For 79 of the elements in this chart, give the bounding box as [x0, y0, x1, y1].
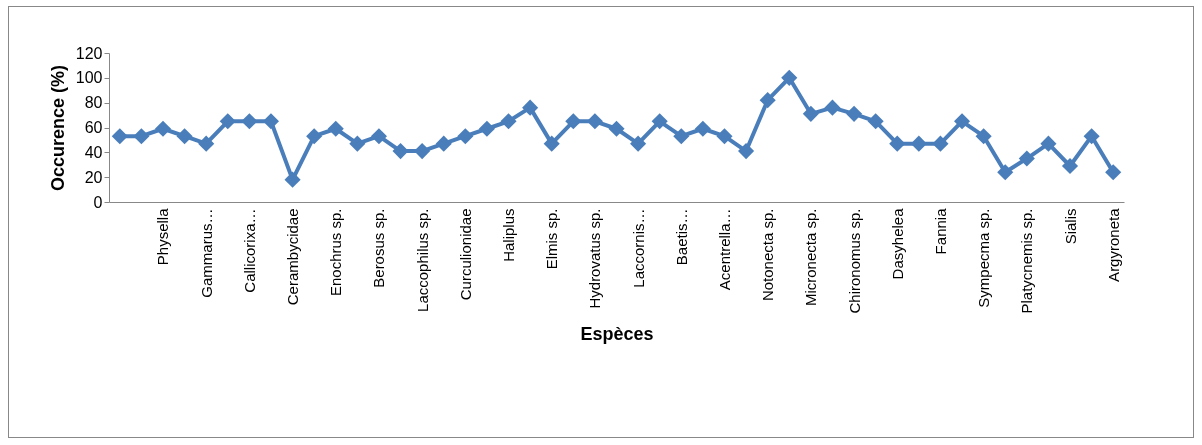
point: [543, 135, 560, 152]
point: [392, 143, 409, 160]
point: [306, 128, 323, 145]
point: [759, 92, 776, 109]
y-tick-label: 20: [84, 168, 103, 186]
point: [845, 105, 863, 122]
point: [694, 120, 711, 137]
point: [1083, 128, 1100, 145]
x-axis-title: Espèces: [580, 323, 654, 344]
point: [673, 128, 690, 145]
y-tick-label: 80: [84, 94, 103, 112]
x-tick-label: Baetis…: [672, 208, 690, 266]
point: [435, 135, 452, 152]
point: [198, 135, 215, 152]
x-tick-label: Micronecta sp.: [802, 208, 820, 307]
x-tick-label: Curculionidae: [456, 208, 474, 301]
point: [349, 135, 366, 152]
point: [932, 135, 949, 152]
point: [630, 135, 647, 152]
y-axis-title: Occurence (%): [47, 64, 68, 192]
point: [565, 113, 582, 130]
y-tick-label: 40: [84, 143, 103, 161]
x-tick-label: Chironomus sp.: [845, 208, 863, 314]
x-tick-label: Enochrus sp.: [327, 208, 345, 297]
point: [608, 120, 625, 137]
point: [219, 113, 236, 130]
point: [241, 113, 258, 130]
point: [414, 143, 431, 160]
x-tick-label: Sympecma sp.: [975, 208, 993, 308]
point: [953, 113, 971, 130]
point: [327, 120, 344, 137]
x-tick-label: Hydrovatus sp.: [586, 208, 604, 309]
x-tick-label: Elmis sp.: [543, 208, 561, 270]
x-tick-label: Fannia: [931, 207, 949, 255]
y-tick-label: 60: [84, 119, 103, 136]
point: [284, 171, 301, 188]
x-tick-label: Gammarus…: [197, 208, 215, 298]
point: [133, 128, 150, 145]
x-tick-label: Physella: [154, 207, 172, 266]
point: [781, 69, 798, 86]
point: [586, 113, 603, 130]
point: [457, 128, 474, 145]
point: [370, 128, 388, 145]
x-tick-label: Callicorixa…: [240, 208, 258, 293]
x-tick-label: Laccophilus sp.: [413, 208, 431, 312]
point: [1018, 150, 1035, 167]
point: [975, 128, 992, 145]
point: [478, 120, 495, 137]
point: [1040, 135, 1057, 152]
point: [716, 128, 733, 145]
point: [889, 135, 906, 152]
point: [867, 113, 884, 130]
point: [824, 99, 841, 116]
y-tick-label: 120: [75, 44, 103, 62]
point: [802, 105, 819, 122]
x-tick-label: Notonecta sp.: [759, 208, 777, 302]
point: [738, 143, 755, 160]
y-tick-label: 100: [75, 69, 103, 87]
x-tick-label: Cerambycidae: [284, 208, 302, 306]
point: [651, 113, 668, 130]
point: [500, 113, 517, 130]
x-tick-label: Argyroneta: [1104, 207, 1122, 282]
point: [1105, 164, 1122, 181]
point: [910, 135, 927, 152]
point: [154, 120, 172, 137]
x-tick-label: Platycnemis sp.: [1018, 208, 1036, 314]
x-tick-label: Sialis: [1061, 208, 1079, 245]
point: [522, 99, 539, 116]
x-tick-label: Haliplus: [500, 208, 518, 262]
point: [1061, 157, 1079, 175]
x-tick-label: Dasyhelea: [888, 207, 906, 280]
point: [111, 128, 128, 145]
point: [176, 128, 193, 145]
x-tick-label: Berosus sp.: [370, 208, 388, 288]
y-tick-label: 0: [93, 193, 103, 211]
x-tick-label: Laccornis…: [629, 208, 647, 288]
point: [262, 113, 280, 130]
point: [997, 164, 1014, 181]
x-tick-label: Acentrella…: [715, 208, 733, 291]
